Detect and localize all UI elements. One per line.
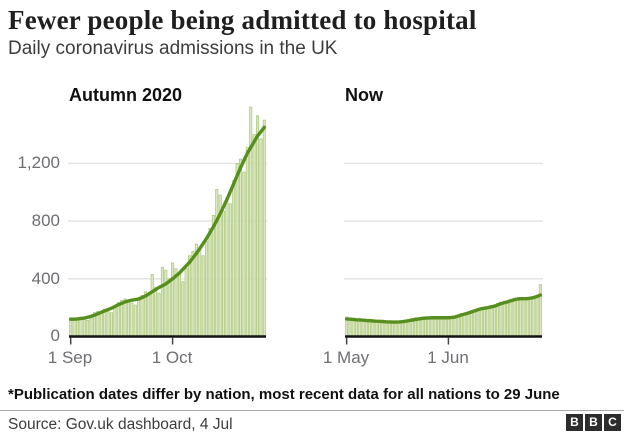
bbc-logo: B B C: [566, 414, 621, 431]
y-axis-tick-800: 800: [31, 211, 60, 230]
footer-divider: [0, 410, 624, 411]
x-axis-tick-1-may: 1 May: [322, 348, 370, 367]
page-title: Fewer people being admitted to hospital: [8, 5, 477, 35]
x-axis-tick-1-sep: 1 Sep: [47, 348, 93, 367]
y-axis-tick-0: 0: [50, 326, 60, 345]
source-attribution: Source: Gov.uk dashboard, 4 Jul: [8, 416, 233, 433]
bbc-logo-letter: B: [566, 414, 583, 431]
bbc-logo-letter: B: [585, 414, 602, 431]
panel-title-now: Now: [345, 85, 383, 105]
x-axis-tick-1-oct: 1 Oct: [151, 348, 193, 367]
bbc-logo-letter: C: [604, 414, 621, 431]
panel-title-autumn-2020: Autumn 2020: [69, 85, 183, 105]
y-axis-tick-1200: 1,200: [17, 153, 60, 172]
page-subtitle: Daily coronavirus admissions in the UK: [8, 38, 338, 59]
x-axis-tick-1-jun: 1 Jun: [427, 348, 469, 367]
y-axis-tick-400: 400: [31, 269, 60, 288]
footnote: *Publication dates differ by nation, mos…: [8, 386, 560, 403]
